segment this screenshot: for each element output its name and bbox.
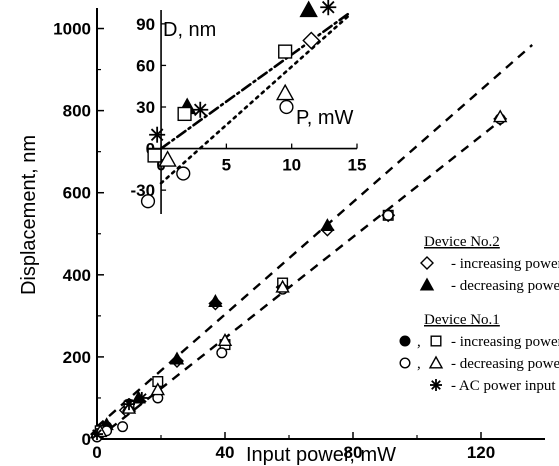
y-tick-label: 0 bbox=[82, 430, 91, 449]
inset-point-asterisk bbox=[149, 126, 166, 143]
legend-symbol-open-circle bbox=[399, 357, 411, 369]
legend-symbol-asterisk bbox=[430, 379, 442, 391]
fit-line bbox=[96, 119, 501, 440]
inset-x-tick-label: 15 bbox=[348, 156, 367, 175]
y-tick-label: 200 bbox=[63, 348, 91, 367]
inset-y-tick-label: 30 bbox=[136, 98, 155, 117]
x-tick-label: 120 bbox=[467, 443, 495, 462]
inset-x-tick-label: 5 bbox=[222, 156, 231, 175]
y-tick-label: 1000 bbox=[53, 20, 91, 39]
legend-heading: Device No.2 bbox=[424, 234, 500, 250]
y-tick-label: 800 bbox=[63, 102, 91, 121]
inset-y-axis-label: D, nm bbox=[163, 19, 216, 41]
inset-point-open-circle bbox=[279, 99, 294, 115]
legend-entry-label: - increasing power bbox=[451, 256, 559, 272]
inset-point-open-square bbox=[177, 106, 192, 122]
data-point-asterisk bbox=[135, 391, 148, 404]
legend-symbol-filled-triangle bbox=[419, 277, 435, 291]
data-point-asterisk bbox=[91, 428, 103, 441]
inset-point-asterisk bbox=[320, 0, 337, 16]
inset-fit-line bbox=[159, 12, 350, 150]
inset-fit-line bbox=[159, 12, 352, 185]
data-point-open-circle bbox=[117, 421, 129, 433]
y-tick-label: 400 bbox=[63, 266, 91, 285]
legend-symbol-open-square bbox=[430, 335, 442, 347]
legend-heading: Device No.1 bbox=[424, 312, 500, 328]
legend-symbol-open-triangle bbox=[428, 355, 444, 369]
data-point-filled-triangle bbox=[320, 218, 335, 232]
data-point-open-triangle bbox=[275, 279, 290, 293]
inset-point-open-triangle bbox=[158, 150, 177, 167]
inset-point-filled-triangle bbox=[299, 0, 318, 18]
legend-entry-label: - increasing power bbox=[451, 334, 559, 350]
inset-x-axis-label: P, mW bbox=[296, 107, 354, 129]
data-point-open-triangle bbox=[217, 333, 233, 346]
legend-separator: , bbox=[417, 334, 421, 350]
inset-x-tick-label: 10 bbox=[282, 156, 301, 175]
inset-y-tick-label: 60 bbox=[136, 56, 155, 75]
x-tick-label: 0 bbox=[92, 443, 101, 462]
fit-line bbox=[96, 44, 533, 428]
y-axis-label: Displacement, nm bbox=[18, 135, 40, 295]
data-point-open-circle bbox=[382, 209, 394, 221]
inset-point-open-square bbox=[147, 148, 162, 163]
data-point-open-triangle bbox=[493, 109, 508, 123]
inset-point-open-triangle bbox=[275, 83, 295, 101]
data-point-filled-triangle bbox=[169, 351, 185, 365]
legend-symbol-open-diamond bbox=[420, 256, 434, 270]
data-point-filled-triangle bbox=[208, 294, 223, 307]
x-tick-label: 80 bbox=[344, 443, 363, 462]
x-axis-label: Input power, mW bbox=[246, 444, 396, 466]
legend-separator: , bbox=[417, 356, 421, 372]
inset-point-open-circle bbox=[176, 166, 191, 181]
inset-y-tick-label: 90 bbox=[136, 15, 155, 34]
legend-symbol-filled-circle bbox=[399, 335, 411, 347]
legend-entry-label: - decreasing power bbox=[451, 278, 559, 294]
legend-entry-label: - decreasing power bbox=[451, 356, 559, 372]
legend-entry-label: - AC power input bbox=[451, 378, 556, 394]
data-point-open-circle bbox=[216, 347, 228, 359]
inset-point-asterisk bbox=[192, 101, 209, 118]
inset-point-open-diamond bbox=[302, 31, 321, 50]
data-point-asterisk bbox=[123, 398, 135, 411]
inset-point-open-square bbox=[278, 44, 293, 59]
inset-point-open-circle bbox=[140, 194, 156, 209]
y-tick-label: 600 bbox=[63, 184, 91, 203]
legend: Device No.2 - increasing power - decreasin… bbox=[399, 234, 559, 394]
x-tick-label: 40 bbox=[216, 443, 235, 462]
data-point-open-triangle bbox=[150, 382, 165, 396]
